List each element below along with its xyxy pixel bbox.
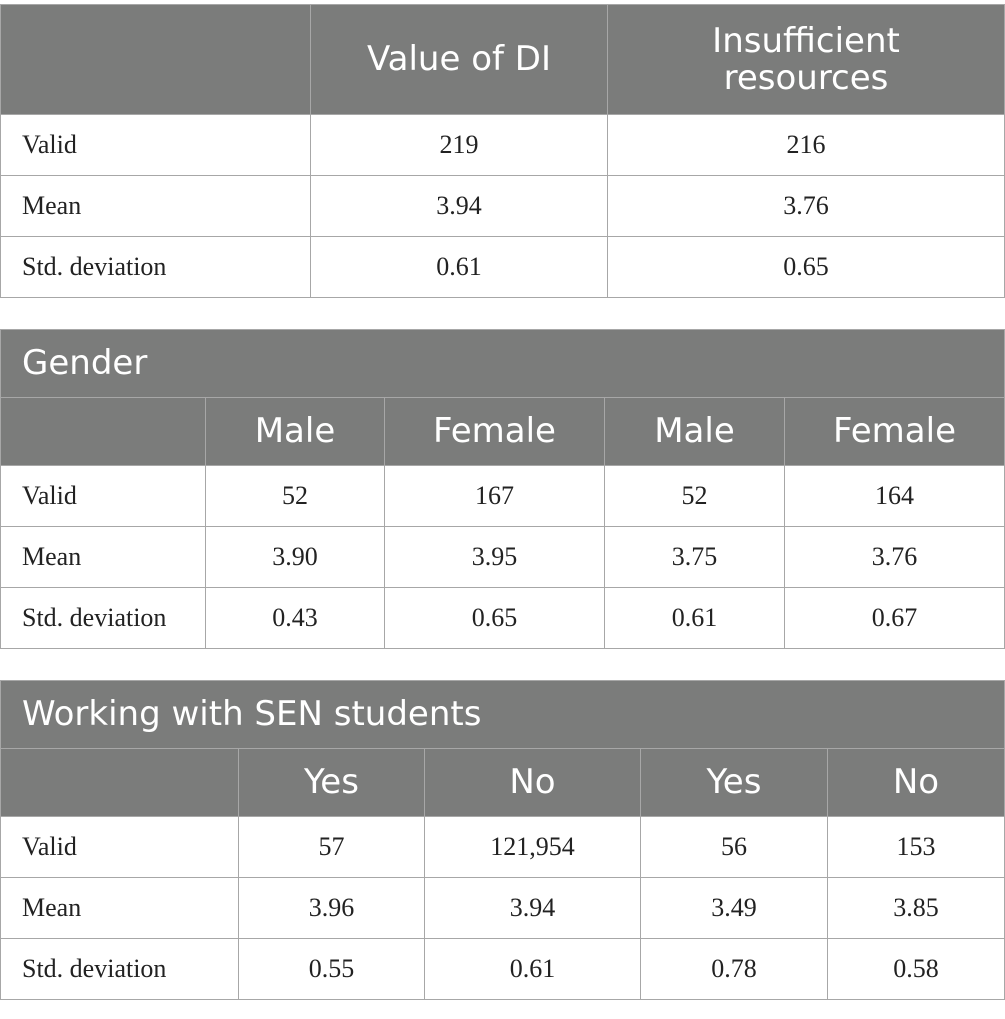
row-label: Std. deviation — [0, 236, 311, 298]
table-cell: 56 — [640, 816, 828, 878]
header-no: No — [424, 748, 641, 817]
header-insufficient-resources: Insufficient resources — [607, 4, 1005, 115]
row-label: Mean — [0, 526, 206, 588]
summary-header-row: Value of DI Insufficient resources — [0, 4, 1005, 115]
table-cell: 3.49 — [640, 877, 828, 939]
table-cell: 3.96 — [238, 877, 425, 939]
row-label: Valid — [0, 816, 239, 878]
row-label: Mean — [0, 877, 239, 939]
row-label: Valid — [0, 114, 311, 176]
gender-title: Gender — [0, 329, 1005, 398]
table-cell: 0.78 — [640, 938, 828, 1000]
table-row: Std. deviation 0.55 0.61 0.78 0.58 — [0, 938, 1005, 1000]
sen-title: Working with SEN students — [0, 680, 1005, 749]
table-cell: 219 — [310, 114, 608, 176]
table-cell: 3.85 — [826, 877, 1005, 939]
table-cell: 153 — [826, 816, 1005, 878]
header-male: Male — [604, 397, 785, 466]
table-cell: 164 — [783, 465, 1005, 527]
table-cell: 0.67 — [783, 587, 1005, 649]
gender-table: Gender Male Female Male Female Valid 52 … — [0, 329, 1005, 649]
table-row: Valid 57 121,954 56 153 — [0, 816, 1005, 878]
header-cell-empty — [0, 748, 239, 817]
summary-table: Value of DI Insufficient resources Valid… — [0, 4, 1005, 298]
table-cell: 0.61 — [604, 587, 785, 649]
table-cell: 0.43 — [205, 587, 385, 649]
table-cell: 0.58 — [826, 938, 1005, 1000]
gender-title-row: Gender — [0, 329, 1005, 398]
table-row: Mean 3.96 3.94 3.49 3.85 — [0, 877, 1005, 939]
table-cell: 52 — [604, 465, 785, 527]
header-cell-empty — [0, 397, 206, 466]
header-male: Male — [205, 397, 385, 466]
table-cell: 0.55 — [238, 938, 425, 1000]
header-yes: Yes — [238, 748, 425, 817]
table-cell: 167 — [384, 465, 605, 527]
row-label: Mean — [0, 175, 311, 237]
table-cell: 121,954 — [424, 816, 641, 878]
table-cell: 3.95 — [384, 526, 605, 588]
table-cell: 3.94 — [424, 877, 641, 939]
table-cell: 3.76 — [607, 175, 1005, 237]
table-cell: 57 — [238, 816, 425, 878]
header-yes: Yes — [640, 748, 828, 817]
table-row: Std. deviation 0.43 0.65 0.61 0.67 — [0, 587, 1005, 649]
table-cell: 0.61 — [424, 938, 641, 1000]
header-cell-empty — [0, 4, 311, 115]
table-row: Mean 3.90 3.95 3.75 3.76 — [0, 526, 1005, 588]
table-cell: 216 — [607, 114, 1005, 176]
table-cell: 3.75 — [604, 526, 785, 588]
table-row: Valid 219 216 — [0, 114, 1005, 176]
header-female: Female — [783, 397, 1005, 466]
sen-table: Working with SEN students Yes No Yes No … — [0, 680, 1005, 1000]
table-row: Valid 52 167 52 164 — [0, 465, 1005, 527]
table-cell: 0.65 — [607, 236, 1005, 298]
table-row: Mean 3.94 3.76 — [0, 175, 1005, 237]
sen-header-row: Yes No Yes No — [0, 748, 1005, 817]
row-label: Std. deviation — [0, 938, 239, 1000]
row-label: Valid — [0, 465, 206, 527]
header-no: No — [826, 748, 1005, 817]
table-cell: 52 — [205, 465, 385, 527]
table-row: Std. deviation 0.61 0.65 — [0, 236, 1005, 298]
header-female: Female — [384, 397, 605, 466]
gender-header-row: Male Female Male Female — [0, 397, 1005, 466]
sen-title-row: Working with SEN students — [0, 680, 1005, 749]
table-cell: 3.76 — [783, 526, 1005, 588]
table-cell: 0.61 — [310, 236, 608, 298]
table-cell: 3.94 — [310, 175, 608, 237]
table-cell: 3.90 — [205, 526, 385, 588]
table-cell: 0.65 — [384, 587, 605, 649]
header-value-of-di: Value of DI — [310, 4, 608, 115]
row-label: Std. deviation — [0, 587, 206, 649]
